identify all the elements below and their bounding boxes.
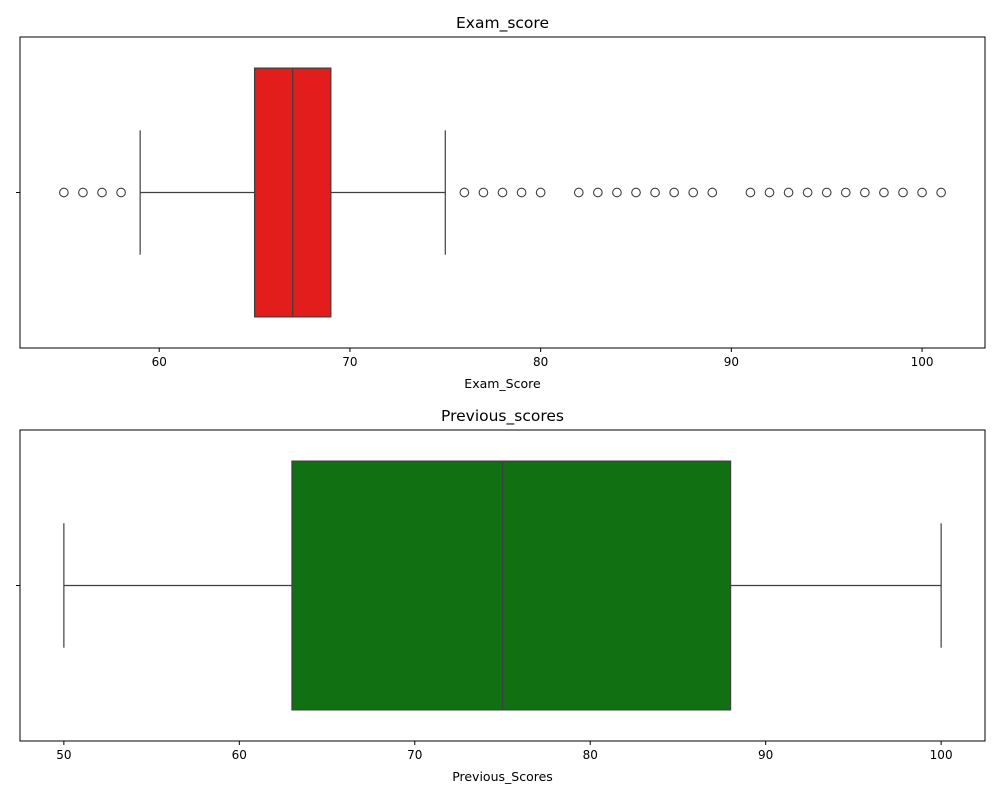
outlier-point [840, 187, 851, 198]
outlier-point [631, 187, 641, 198]
outlier-point [898, 187, 908, 198]
x-tick-label: 50 [56, 748, 71, 762]
outlier-point [821, 187, 832, 198]
outlier-point [78, 187, 88, 198]
x-tick-label: 70 [342, 355, 357, 369]
outlier-point [802, 187, 813, 198]
x-axis-label: Exam_Score [464, 376, 541, 391]
outlier-point [612, 187, 622, 198]
x-axis-label: Previous_Scores [452, 769, 553, 784]
outlier-point [650, 187, 660, 198]
x-tick-label: 100 [911, 355, 934, 369]
outlier-point [116, 187, 126, 198]
x-tick-label: 90 [758, 748, 773, 762]
outlier-point [59, 187, 69, 198]
subplot-2: Previous_scores 50 60 70 80 90 100 Previous_Sco… [16, 407, 986, 784]
outlier-point [97, 187, 107, 198]
outlier-point [879, 187, 889, 198]
outlier-point [497, 187, 508, 198]
outlier-point [688, 187, 699, 198]
outlier-point [535, 187, 546, 198]
x-tick-label: 60 [232, 748, 247, 762]
x-tick-label: 70 [407, 748, 422, 762]
chart-title: Previous_scores [441, 407, 564, 426]
outlier-point [783, 187, 794, 198]
subplot-1: Exam_score 60 70 80 90 100 Exam_Score [16, 14, 986, 391]
outlier-point [917, 187, 927, 198]
chart-title: Exam_score [456, 14, 549, 33]
outlier-point [593, 187, 603, 198]
box-iqr [291, 460, 732, 711]
x-tick-label: 90 [724, 355, 739, 369]
x-tick-label: 80 [533, 355, 548, 369]
outlier-point [860, 187, 870, 198]
outlier-point [764, 187, 775, 198]
outlier-point [707, 187, 718, 198]
x-tick-label: 100 [930, 748, 953, 762]
outlier-point [459, 187, 470, 198]
x-tick-label: 60 [152, 355, 167, 369]
outlier-point [478, 187, 489, 198]
outlier-point [516, 187, 527, 198]
outlier-point [745, 187, 756, 198]
outlier-point [573, 187, 584, 198]
outlier-point [936, 187, 946, 198]
outlier-point [669, 187, 679, 198]
x-tick-label: 80 [583, 748, 598, 762]
